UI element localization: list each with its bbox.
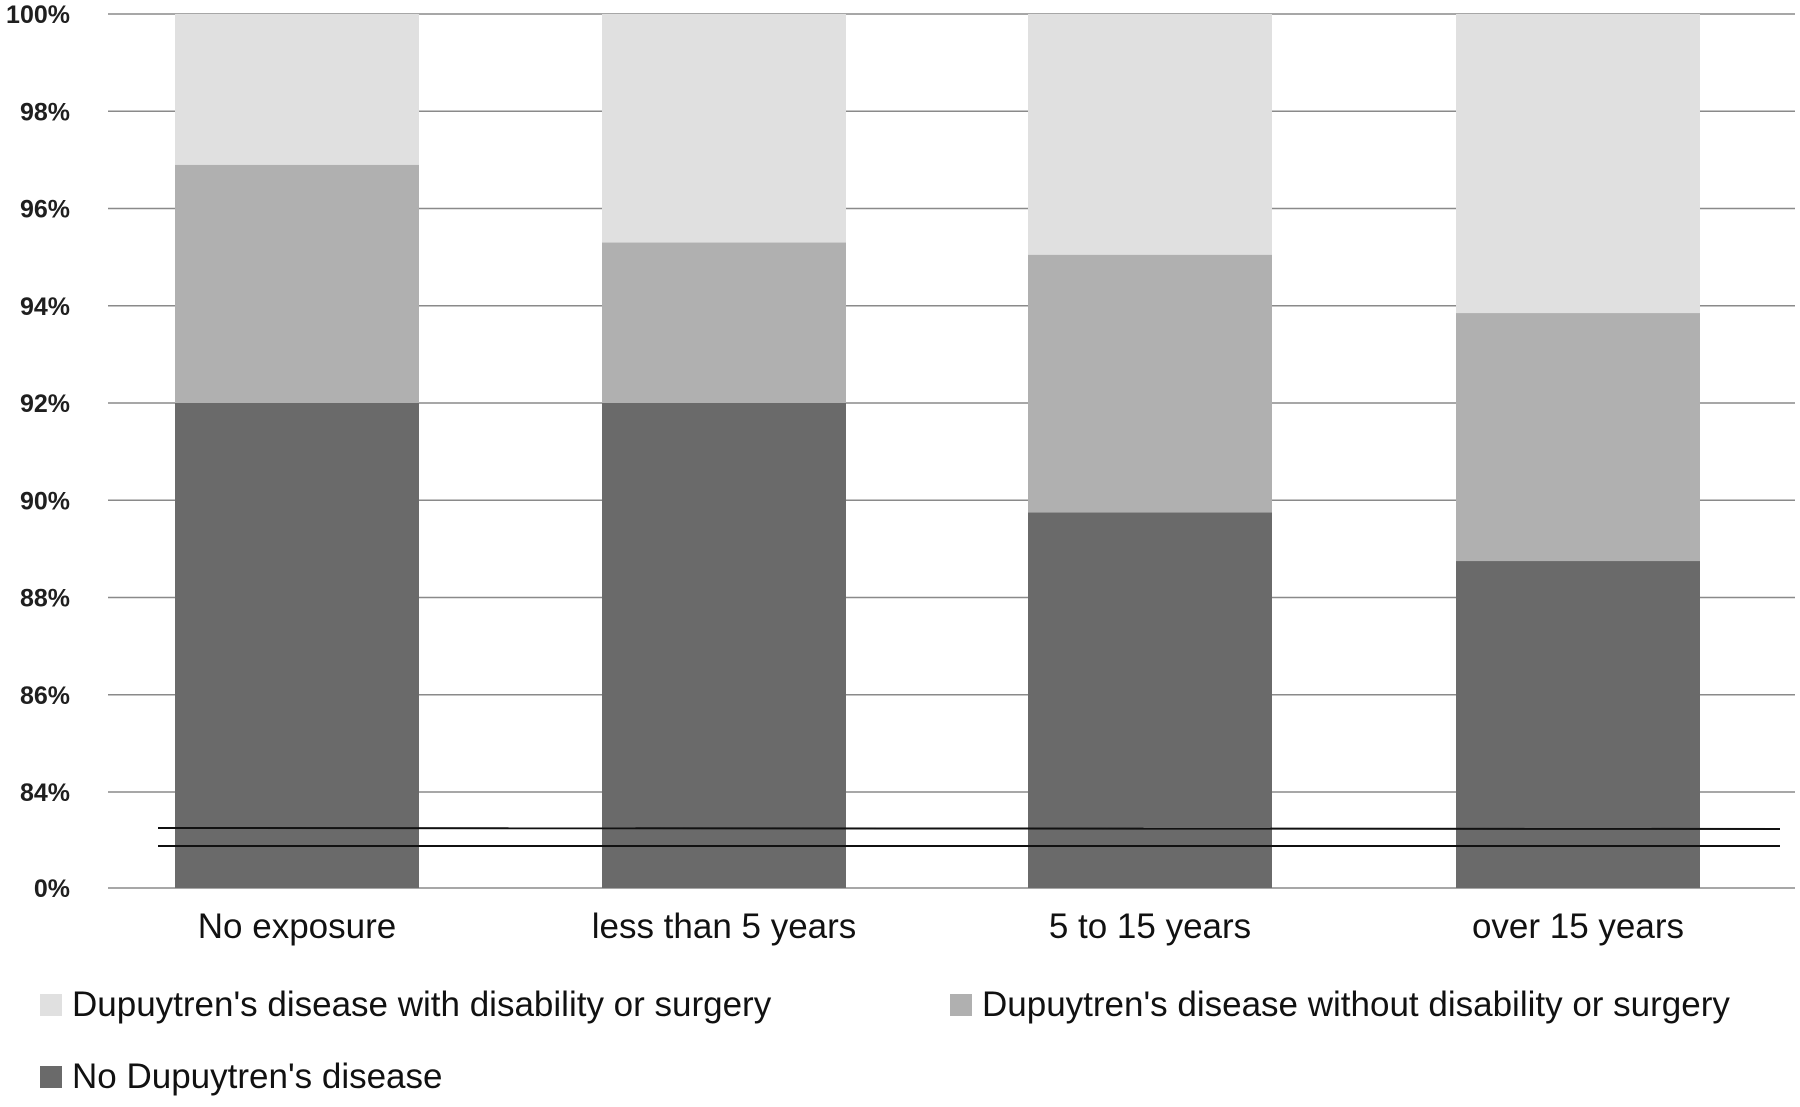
bars <box>175 14 1700 888</box>
legend-swatch <box>40 1066 62 1088</box>
bar-segment-3-2 <box>1456 14 1700 314</box>
bar-segment-1-0 <box>602 403 846 888</box>
y-tick-label: 94% <box>20 293 70 321</box>
x-category-label: 5 to 15 years <box>1049 907 1251 946</box>
bar-segment-1-2 <box>602 14 846 243</box>
bar-segment-2-2 <box>1028 14 1272 255</box>
bar-segment-0-1 <box>175 164 419 403</box>
bar-segment-2-0 <box>1028 512 1272 888</box>
y-axis-ticks: 0% 84% 86% 88% 90% 92% 94% 96% 98% 100% <box>6 1 70 903</box>
y-tick-label: 96% <box>20 196 70 224</box>
y-tick-label: 92% <box>20 390 70 418</box>
bar-segment-0-0 <box>175 403 419 888</box>
bar-segment-2-1 <box>1028 254 1272 513</box>
y-tick-label: 90% <box>20 487 70 515</box>
legend-swatch <box>950 994 972 1016</box>
legend-label: No Dupuytren's disease <box>72 1057 443 1096</box>
x-category-label: less than 5 years <box>592 907 857 946</box>
bar-segment-1-1 <box>602 242 846 403</box>
bar-segment-3-1 <box>1456 313 1700 562</box>
x-category-label: over 15 years <box>1472 907 1684 946</box>
axis-break-marks <box>157 827 1781 847</box>
legend-item-no-disease: No Dupuytren's disease <box>40 1057 443 1097</box>
y-tick-label: 84% <box>20 779 70 807</box>
y-tick-label: 86% <box>20 682 70 710</box>
legend-swatch <box>40 994 62 1016</box>
x-category-label: No exposure <box>198 907 396 946</box>
x-axis-labels: No exposure less than 5 years 5 to 15 year… <box>198 907 1684 946</box>
legend-label: Dupuytren's disease with disability or s… <box>72 985 772 1024</box>
y-tick-label: 0% <box>34 875 70 903</box>
stacked-bar-chart: 0% 84% 86% 88% 90% 92% 94% 96% 98% 100% No exposu… <box>6 1 1795 946</box>
legend-item-with-disability: Dupuytren's disease with disability or s… <box>40 985 771 1025</box>
axis-break-line <box>157 827 1781 830</box>
legend-item-without-disability: Dupuytren's disease without disability o… <box>950 985 1730 1025</box>
y-tick-label: 100% <box>6 1 70 29</box>
legend-label: Dupuytren's disease without disability o… <box>982 985 1730 1024</box>
bar-segment-0-2 <box>175 14 419 165</box>
y-tick-label: 88% <box>20 585 70 613</box>
y-tick-label: 98% <box>20 98 70 126</box>
bar-segment-3-0 <box>1456 561 1700 888</box>
